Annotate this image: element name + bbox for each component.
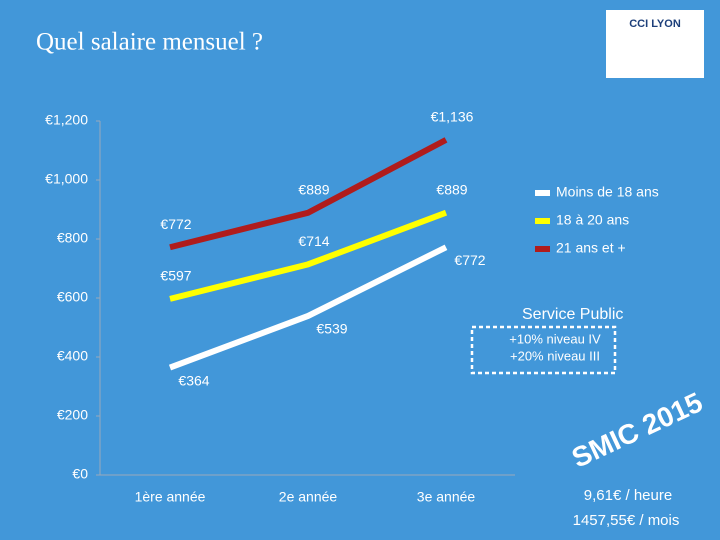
data-label: €889 xyxy=(436,181,467,197)
data-label: €889 xyxy=(298,181,329,197)
data-label: €772 xyxy=(454,252,485,268)
logo: CCI LYON xyxy=(629,18,681,30)
x-tick-label: 2e année xyxy=(279,489,338,505)
legend-swatch xyxy=(535,246,550,252)
legend-swatch xyxy=(535,190,550,196)
smic-label: SMIC 2015 xyxy=(567,386,707,473)
series-line xyxy=(168,244,448,371)
legend-label: 18 à 20 ans xyxy=(556,212,629,228)
y-tick-label: €0 xyxy=(72,466,88,482)
data-label: €714 xyxy=(298,233,329,249)
data-label: €364 xyxy=(178,372,209,388)
y-tick-label: €1,200 xyxy=(45,112,88,128)
annotation: +10% niveau IV xyxy=(509,331,601,346)
legend-label: 21 ans et + xyxy=(556,240,626,256)
y-tick-label: €600 xyxy=(57,289,88,305)
x-tick-label: 3e année xyxy=(417,489,476,505)
data-label: €772 xyxy=(160,216,191,232)
annotation: 9,61€ / heure xyxy=(584,487,672,504)
x-tick-label: 1ère année xyxy=(135,489,206,505)
y-tick-label: €1,000 xyxy=(45,171,88,187)
legend-swatch xyxy=(535,218,550,224)
series-line xyxy=(169,137,448,251)
legend-label: Moins de 18 ans xyxy=(556,184,659,200)
annotation: +20% niveau III xyxy=(510,348,600,363)
annotation: 1457,55€ / mois xyxy=(573,512,680,529)
y-tick-label: €400 xyxy=(57,348,88,364)
data-label: €597 xyxy=(160,268,191,284)
annotation-box xyxy=(470,325,617,375)
y-tick-label: €800 xyxy=(57,230,88,246)
data-label: €1,136 xyxy=(431,109,474,125)
annotation: Service Public xyxy=(522,306,623,323)
series-line xyxy=(169,209,448,302)
data-label: €539 xyxy=(316,321,347,337)
slide-title: Quel salaire mensuel ? xyxy=(36,29,263,56)
logo-area xyxy=(606,10,704,78)
y-tick-label: €200 xyxy=(57,407,88,423)
